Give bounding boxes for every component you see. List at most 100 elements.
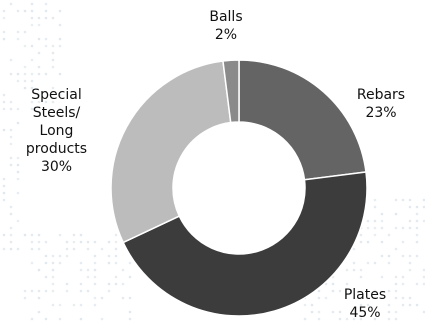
label-balls-name: Balls: [209, 9, 243, 25]
background-dot: [401, 296, 405, 300]
background-dot: [51, 51, 55, 55]
background-dot: [51, 44, 55, 48]
background-dot: [16, 156, 20, 160]
background-dot: [394, 310, 398, 314]
background-dot: [2, 30, 6, 34]
background-dot: [359, 240, 363, 244]
background-dot: [121, 268, 125, 272]
background-dot: [387, 254, 391, 258]
background-dot: [16, 30, 20, 34]
background-dot: [16, 9, 20, 13]
background-dot: [37, 240, 41, 244]
background-dot: [128, 310, 132, 314]
label-special-steels-value: 30%: [40, 159, 73, 175]
background-dot: [387, 261, 391, 265]
background-dot: [16, 72, 20, 76]
background-dot: [107, 289, 111, 293]
background-dot: [58, 9, 62, 13]
background-dot: [93, 303, 97, 307]
label-rebars: Rebars 23%: [346, 86, 416, 122]
background-dot: [373, 289, 377, 293]
background-dot: [86, 289, 90, 293]
background-dot: [422, 282, 425, 286]
background-dot: [44, 254, 48, 258]
background-dot: [37, 310, 41, 314]
background-dot: [37, 247, 41, 251]
background-dot: [2, 247, 6, 251]
background-dot: [2, 184, 6, 188]
background-dot: [9, 233, 13, 237]
background-dot: [9, 100, 13, 104]
background-dot: [86, 240, 90, 244]
background-dot: [30, 44, 34, 48]
background-dot: [415, 282, 419, 286]
background-dot: [37, 72, 41, 76]
background-dot: [44, 72, 48, 76]
background-dot: [65, 254, 69, 258]
background-dot: [30, 58, 34, 62]
background-dot: [23, 86, 27, 90]
background-dot: [30, 72, 34, 76]
background-dot: [51, 65, 55, 69]
background-dot: [37, 51, 41, 55]
background-dot: [2, 233, 6, 237]
background-dot: [93, 296, 97, 300]
background-dot: [44, 44, 48, 48]
background-dot: [37, 100, 41, 104]
background-dot: [359, 233, 363, 237]
background-dot: [366, 226, 370, 230]
background-dot: [422, 198, 425, 202]
background-dot: [394, 226, 398, 230]
background-dot: [16, 177, 20, 181]
background-dot: [114, 247, 118, 251]
background-dot: [107, 240, 111, 244]
background-dot: [114, 261, 118, 265]
background-dot: [93, 282, 97, 286]
background-dot: [9, 58, 13, 62]
background-dot: [9, 212, 13, 216]
background-dot: [338, 289, 342, 293]
background-dot: [58, 23, 62, 27]
background-dot: [415, 219, 419, 223]
background-dot: [9, 226, 13, 230]
background-dot: [30, 100, 34, 104]
background-dot: [415, 226, 419, 230]
background-dot: [30, 289, 34, 293]
background-dot: [415, 233, 419, 237]
background-dot: [394, 198, 398, 202]
background-dot: [422, 268, 425, 272]
background-dot: [9, 240, 13, 244]
background-dot: [72, 240, 76, 244]
background-dot: [408, 226, 412, 230]
background-dot: [128, 296, 132, 300]
background-dot: [345, 317, 349, 321]
background-dot: [51, 261, 55, 265]
background-dot: [30, 247, 34, 251]
background-dot: [37, 16, 41, 20]
background-dot: [2, 191, 6, 195]
background-dot: [408, 219, 412, 223]
background-dot: [23, 79, 27, 83]
background-dot: [317, 317, 321, 321]
background-dot: [394, 296, 398, 300]
background-dot: [30, 240, 34, 244]
background-dot: [345, 268, 349, 272]
background-dot: [352, 317, 356, 321]
background-dot: [107, 254, 111, 258]
background-dot: [79, 233, 83, 237]
background-dot: [100, 317, 104, 321]
background-dot: [114, 282, 118, 286]
background-dot: [380, 219, 384, 223]
background-dot: [9, 107, 13, 111]
slice-plates: [122, 171, 368, 317]
background-dot: [401, 240, 405, 244]
background-dot: [394, 247, 398, 251]
background-dot: [352, 296, 356, 300]
background-dot: [380, 240, 384, 244]
background-dot: [100, 247, 104, 251]
background-dot: [359, 275, 363, 279]
background-dot: [16, 247, 20, 251]
slice-balls: [222, 59, 240, 124]
background-dot: [51, 16, 55, 20]
